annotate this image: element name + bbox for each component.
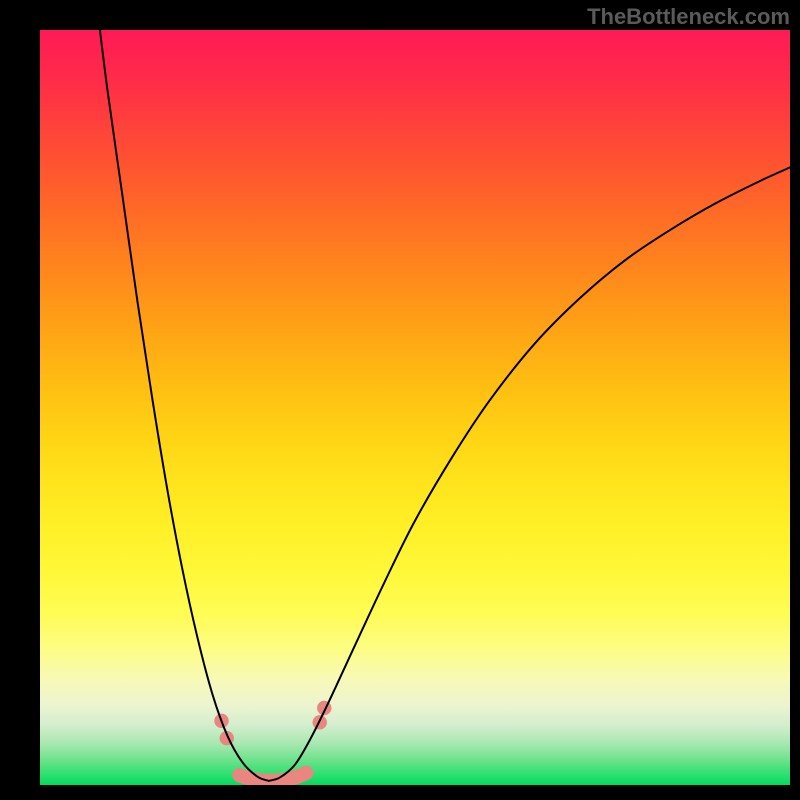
- plot-background: [40, 30, 790, 785]
- bottleneck-chart: [0, 0, 800, 800]
- chart-container: TheBottleneck.com: [0, 0, 800, 800]
- watermark-label: TheBottleneck.com: [587, 4, 790, 30]
